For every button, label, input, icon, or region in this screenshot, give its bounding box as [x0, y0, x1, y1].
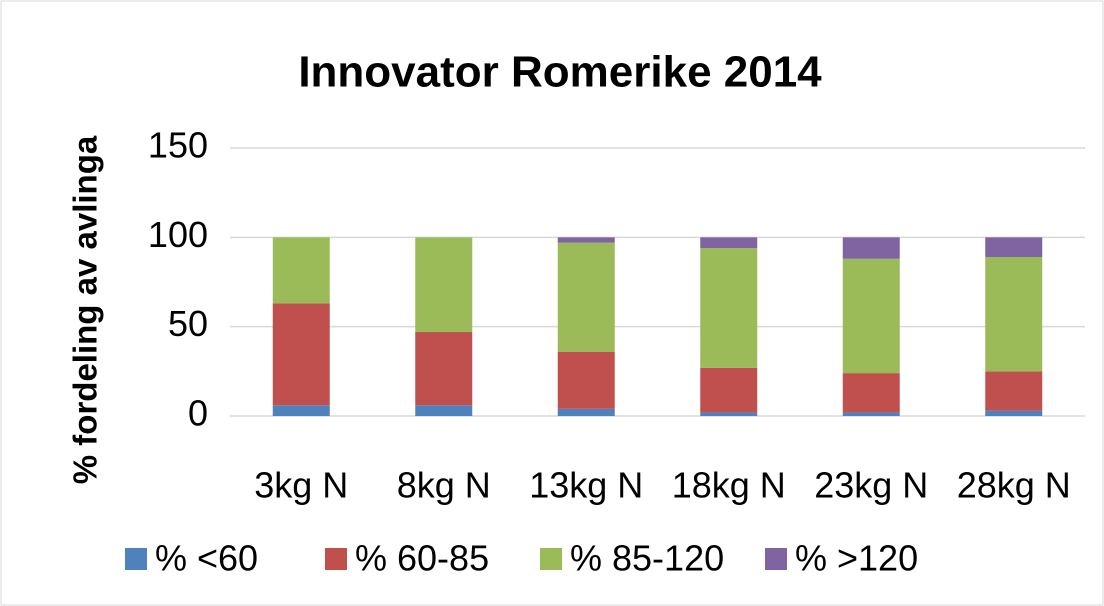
bar-segment — [985, 410, 1043, 416]
bar-segment — [557, 237, 615, 243]
bar-segment — [272, 405, 330, 416]
legend-swatch — [765, 548, 787, 570]
bar-segment — [557, 408, 615, 416]
bar-segment — [700, 367, 758, 413]
bar-segment — [415, 332, 473, 406]
x-tick-label: 13kg N — [529, 465, 643, 506]
bar-segment — [557, 242, 615, 352]
bar-segment — [842, 237, 900, 259]
bar-segment — [415, 237, 473, 333]
legend-swatch — [325, 548, 347, 570]
bar-segment — [700, 237, 758, 249]
bar-segment — [985, 256, 1043, 372]
x-tick-label: 3kg N — [254, 465, 348, 506]
chart-title: Innovator Romerike 2014 — [298, 48, 822, 97]
legend-swatch — [540, 548, 562, 570]
bar-segment — [272, 237, 330, 304]
legend-label: % <60 — [155, 538, 258, 579]
legend-label: % >120 — [795, 538, 918, 579]
y-tick-label: 0 — [188, 393, 208, 434]
legend-swatch — [125, 548, 147, 570]
bar-segment — [985, 371, 1043, 411]
y-tick-label: 150 — [148, 125, 208, 166]
bar-segment — [842, 258, 900, 374]
bar-segment — [842, 412, 900, 416]
bar-segment — [700, 412, 758, 416]
bar-segment — [415, 405, 473, 416]
bar-segment — [700, 248, 758, 368]
y-axis-label: % fordeling av avlinga — [67, 135, 104, 484]
bar-segment — [985, 237, 1043, 257]
bar-segment — [557, 351, 615, 409]
x-tick-label: 28kg N — [957, 465, 1071, 506]
x-tick-label: 8kg N — [397, 465, 491, 506]
x-tick-label: 23kg N — [814, 465, 928, 506]
bar-segment — [842, 373, 900, 413]
legend-label: % 85-120 — [570, 538, 724, 579]
bar-segment — [272, 303, 330, 406]
y-tick-label: 50 — [168, 303, 208, 344]
legend-label: % 60-85 — [355, 538, 489, 579]
y-tick-label: 100 — [148, 214, 208, 255]
x-tick-label: 18kg N — [672, 465, 786, 506]
